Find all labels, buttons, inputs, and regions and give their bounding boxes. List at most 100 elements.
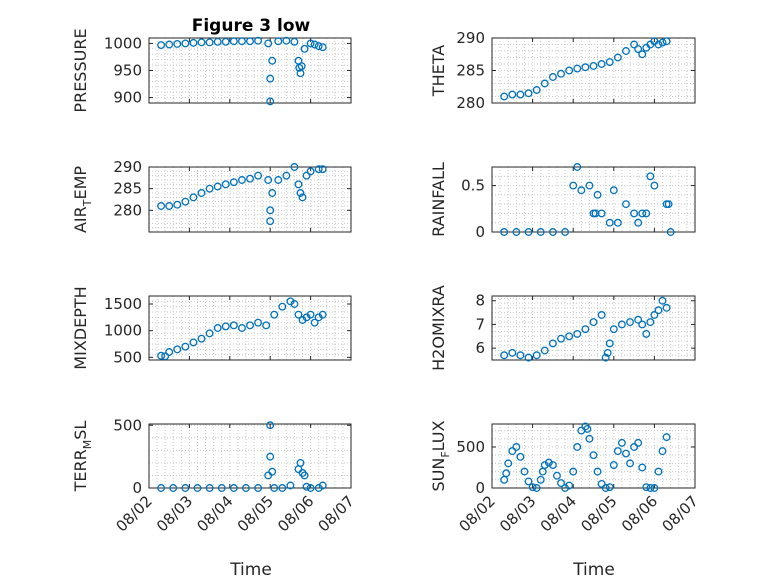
data-point: [290, 300, 299, 308]
data-point: [654, 40, 663, 49]
data-point: [296, 458, 305, 467]
data-point: [544, 458, 553, 467]
data-point: [286, 481, 295, 490]
data-point: [197, 38, 206, 47]
y-axis-label: MIXDEPTH: [71, 286, 90, 369]
data-point: [654, 467, 663, 476]
data-point: [662, 433, 671, 442]
data-point: [666, 228, 675, 236]
data-point: [646, 484, 655, 492]
data-point: [189, 38, 198, 47]
data-point: [540, 79, 549, 88]
data-point: [593, 467, 602, 476]
data-point: [268, 467, 277, 476]
data-point: [638, 50, 647, 59]
data-point: [573, 329, 582, 338]
data-point: [318, 165, 327, 174]
data-point: [557, 479, 565, 488]
data-point: [302, 171, 311, 180]
data-point: [613, 447, 622, 456]
y-tick-label: 1500: [104, 295, 142, 313]
data-point: [585, 434, 594, 443]
data-point: [217, 484, 226, 492]
y-tick-label: 500: [456, 438, 485, 456]
data-point: [282, 171, 291, 180]
data-point: [524, 353, 533, 362]
data-point: [502, 469, 511, 478]
data-point: [314, 165, 323, 174]
data-point: [161, 352, 170, 361]
data-point: [617, 438, 626, 447]
data-point: [622, 449, 630, 458]
data-point: [609, 186, 618, 195]
data-point: [508, 447, 517, 456]
data-point: [189, 193, 198, 202]
data-point: [266, 74, 275, 83]
data-point: [500, 228, 509, 236]
data-point: [237, 176, 246, 184]
y-tick-label: 290: [456, 29, 485, 47]
data-point: [270, 310, 279, 319]
data-point: [650, 311, 659, 319]
data-point: [646, 318, 655, 327]
data-point: [548, 228, 557, 236]
y-tick-label: 285: [113, 180, 142, 198]
data-point: [516, 351, 525, 360]
y-axis-label: AIRTEMP: [71, 166, 94, 233]
data-point: [165, 202, 174, 210]
data-point: [605, 483, 614, 492]
y-tick-label: 500: [113, 416, 142, 434]
data-point: [565, 66, 574, 75]
data-point: [589, 451, 598, 460]
data-point: [634, 315, 643, 324]
data-point: [294, 180, 303, 189]
data-point: [650, 181, 659, 190]
data-point: [264, 39, 273, 48]
data-point: [642, 209, 651, 218]
data-point: [213, 324, 222, 332]
data-point: [638, 209, 647, 218]
data-point: [298, 193, 307, 202]
data-point: [310, 318, 319, 327]
data-point: [524, 477, 533, 486]
data-point: [254, 171, 263, 180]
data-point: [548, 461, 557, 469]
data-point: [278, 484, 287, 492]
data-point: [173, 200, 182, 209]
x-axis-label-right: Time: [572, 560, 615, 580]
data-point: [169, 484, 178, 492]
data-point: [603, 348, 612, 357]
subplot-h2omixra: 6 7 8 H2OMIXRA: [429, 285, 696, 371]
data-point: [561, 484, 570, 492]
data-point: [565, 481, 574, 490]
data-point: [536, 228, 545, 236]
y-axis-label: SUNFLUX: [429, 420, 452, 491]
data-point: [613, 53, 622, 62]
x-tick-label: 08/06: [618, 492, 661, 535]
subplot-pressure: 900 950 1000 PRESSURE: [71, 28, 352, 113]
data-point: [246, 174, 254, 183]
data-point: [617, 320, 626, 329]
x-tick-label: 08/02: [456, 492, 499, 535]
data-point: [662, 303, 671, 312]
subplot-theta: 280 285 290 THETA: [429, 29, 696, 112]
data-point: [630, 40, 639, 49]
data-point: [664, 200, 673, 209]
axes-box: [491, 423, 696, 489]
data-point: [601, 353, 610, 362]
y-tick-label: 0: [132, 479, 142, 497]
data-point: [229, 484, 238, 492]
data-point: [581, 63, 590, 72]
y-tick-label: 285: [456, 62, 485, 80]
data-point: [516, 90, 525, 99]
data-point: [165, 348, 174, 356]
data-point: [573, 64, 582, 73]
data-point: [609, 325, 618, 334]
data-point: [662, 37, 671, 46]
axes-box: [148, 423, 352, 489]
axes-box: [491, 295, 696, 361]
data-point: [262, 321, 271, 330]
